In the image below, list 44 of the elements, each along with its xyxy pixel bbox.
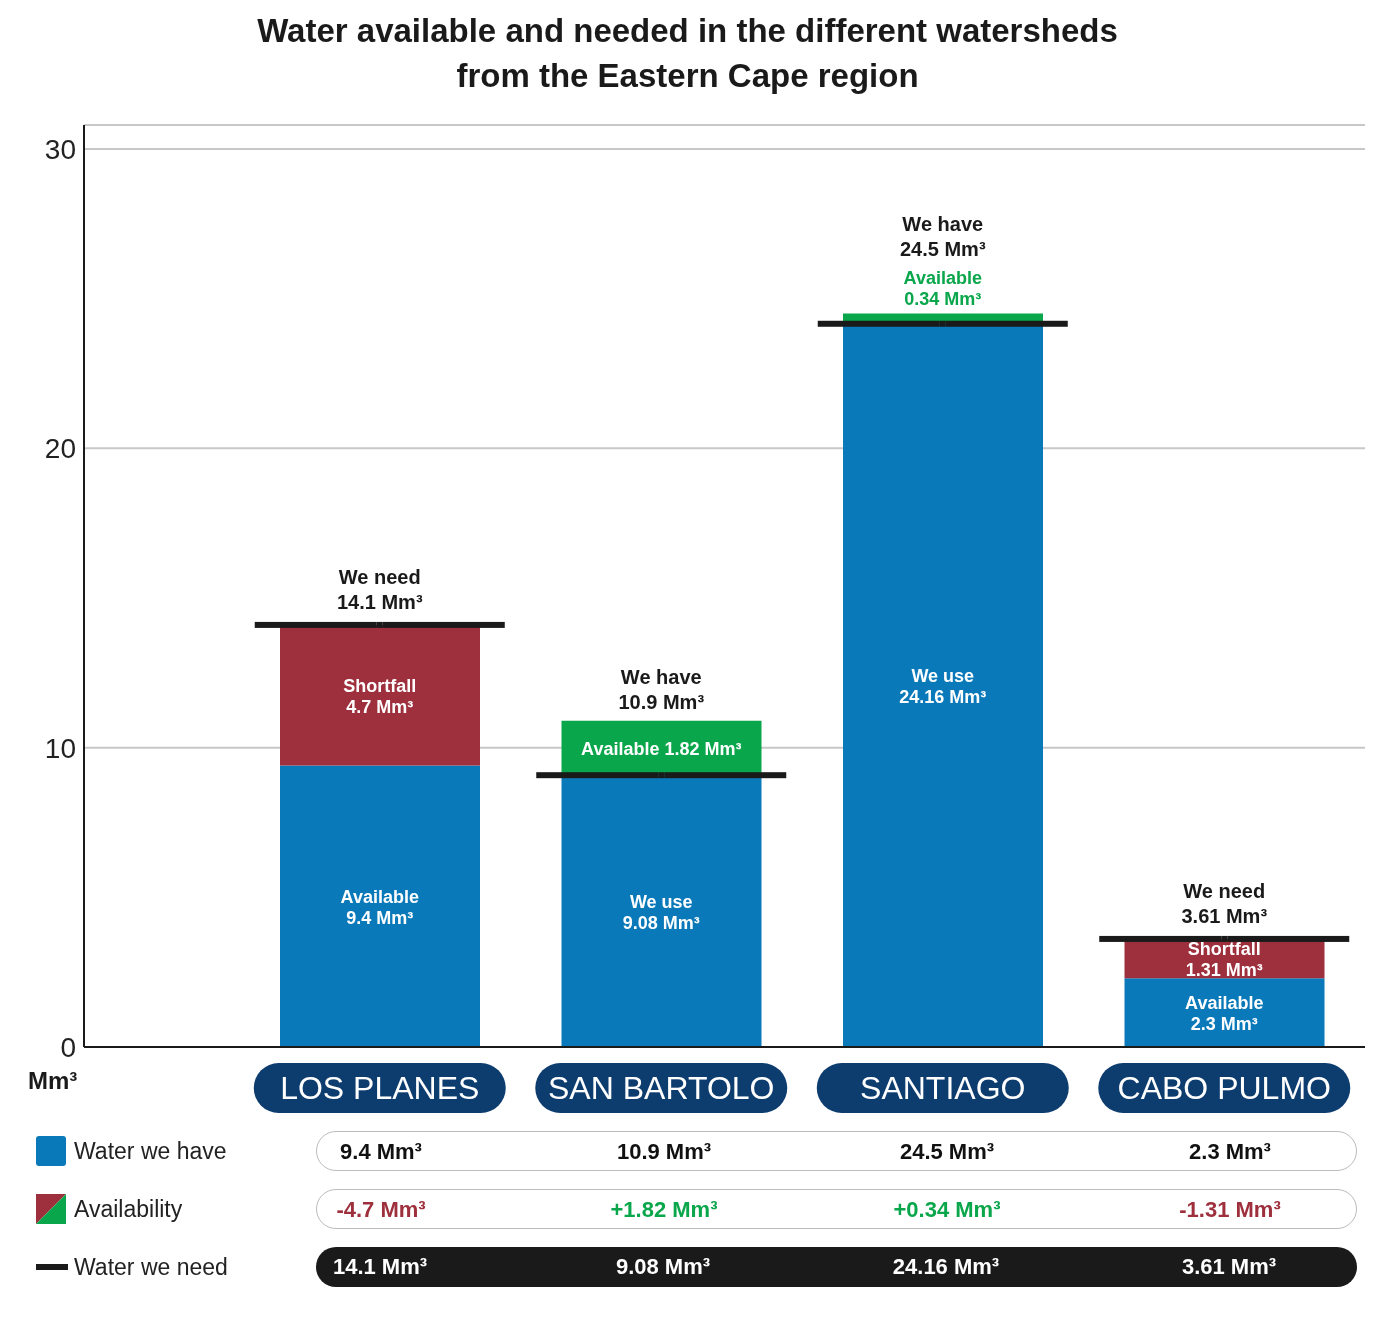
data-label: We need 3.61 Mm³ bbox=[1181, 879, 1268, 927]
text: 9.4 Mm³ bbox=[340, 1139, 422, 1165]
chart-title: Water available and needed in the different watersheds from the Eastern Cape region bbox=[256, 11, 1119, 96]
y-tick-label: 30 bbox=[44, 133, 76, 165]
data-label: Available 1.82 Mm³ bbox=[581, 738, 742, 759]
data-label: Available 0.34 Mm³ bbox=[903, 267, 982, 309]
y-axis-title: Mm³ bbox=[28, 1067, 78, 1094]
text: +0.34 Mm³ bbox=[893, 1197, 1001, 1223]
text: 10.9 Mm³ bbox=[616, 1139, 712, 1165]
annotation: We have 10.9 Mm³ bbox=[618, 665, 705, 713]
text: 2.3 Mm³ bbox=[1189, 1139, 1271, 1165]
text: -1.31 Mm³ bbox=[1179, 1197, 1281, 1223]
text: +1.82 Mm³ bbox=[610, 1197, 718, 1223]
x-tick-label: LOS PLANES bbox=[280, 1070, 480, 1106]
data-label: Shortfall 4.7 Mm³ bbox=[343, 675, 417, 717]
point bbox=[376, 621, 383, 628]
data-label: Available 2.3 Mm³ bbox=[1185, 993, 1264, 1035]
bar bbox=[1124, 978, 1325, 1047]
point bbox=[939, 320, 946, 327]
legend-label: Water we have bbox=[74, 1137, 227, 1165]
point bbox=[658, 772, 665, 779]
data-label: We use 9.08 Mm³ bbox=[622, 891, 700, 933]
data-label: Available 9.4 Mm³ bbox=[340, 886, 419, 928]
y-tick-label: 0 bbox=[60, 1031, 76, 1063]
text: -4.7 Mm³ bbox=[336, 1197, 426, 1223]
bar bbox=[280, 765, 480, 1047]
y-tick-label: 20 bbox=[44, 433, 76, 465]
x-tick-label: SANTIAGO bbox=[860, 1070, 1026, 1106]
annotation: We have 24.5 Mm³ bbox=[899, 212, 986, 260]
text: 24.16 Mm³ bbox=[892, 1254, 1000, 1280]
text: 9.08 Mm³ bbox=[615, 1254, 711, 1280]
text: 14.1 Mm³ bbox=[332, 1254, 428, 1280]
legend-label: Availability bbox=[74, 1195, 183, 1223]
data-label: Shortfall 1.31 Mm³ bbox=[1185, 939, 1263, 981]
text: 24.5 Mm³ bbox=[899, 1139, 995, 1165]
y-tick-label: 10 bbox=[44, 732, 76, 764]
x-tick-label: SAN BARTOLO bbox=[548, 1070, 775, 1106]
x-tick-label: CABO PULMO bbox=[1117, 1070, 1331, 1106]
legend-label: Water we need bbox=[74, 1253, 228, 1281]
bar bbox=[561, 775, 762, 1047]
data-label: We need 14.1 Mm³ bbox=[336, 565, 423, 613]
text: 3.61 Mm³ bbox=[1181, 1254, 1277, 1280]
point bbox=[1221, 935, 1228, 942]
data-label: We use 24.16 Mm³ bbox=[899, 665, 987, 707]
